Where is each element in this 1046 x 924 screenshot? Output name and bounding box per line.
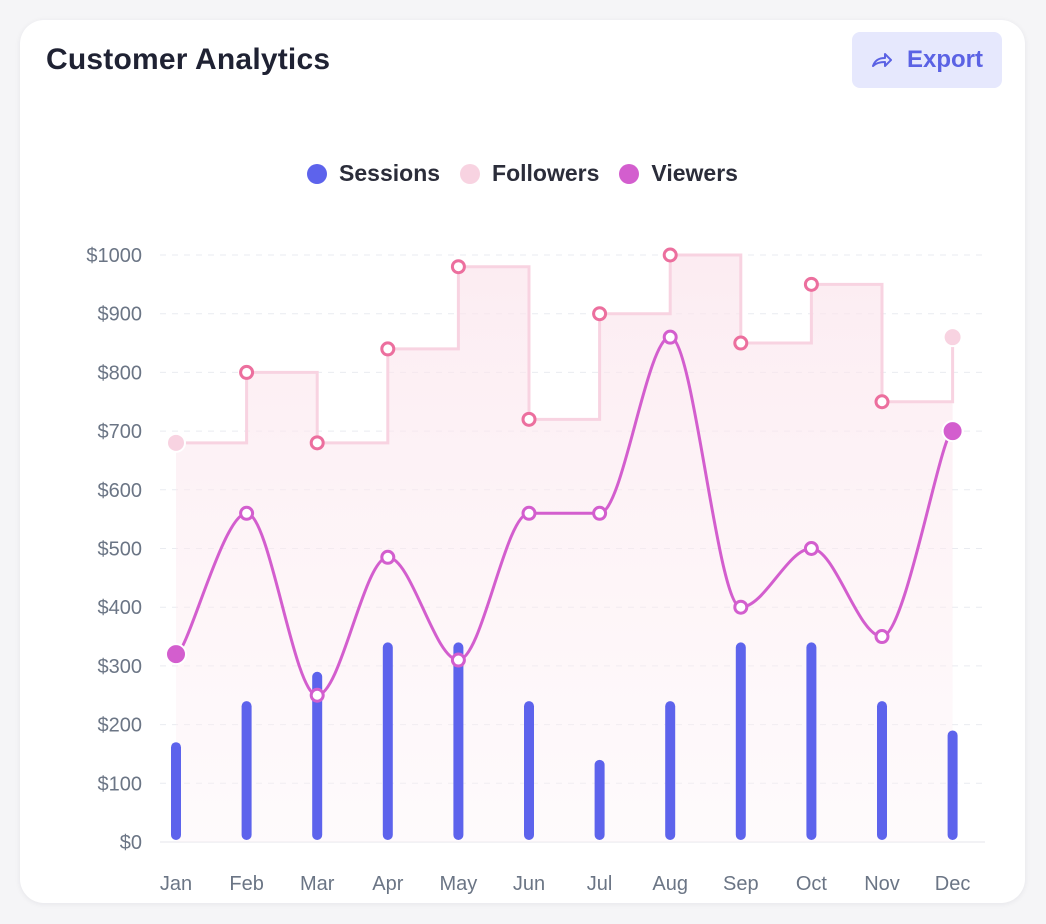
x-tick-label: Aug	[652, 873, 688, 895]
viewers-point	[941, 420, 964, 443]
export-button[interactable]: Export	[852, 32, 1002, 88]
viewers-point	[309, 687, 325, 703]
viewers-point	[592, 505, 608, 521]
y-tick-label: $300	[98, 656, 143, 678]
legend-label-viewers: Viewers	[651, 160, 738, 186]
sessions-bar	[171, 742, 181, 840]
x-tick-label: Feb	[229, 873, 263, 895]
sessions-bar	[735, 642, 746, 840]
viewers-line	[175, 335, 955, 697]
x-tick-label: Jul	[587, 873, 613, 895]
analytics-chart: $0 $100 $200 $300 $400 $500 $600 $700 $800 $900 $1…	[86, 245, 985, 895]
viewers-point	[380, 549, 396, 565]
viewers-point	[662, 329, 678, 345]
legend-swatch-sessions	[307, 163, 328, 184]
followers-point	[380, 341, 396, 357]
y-tick-label: $500	[98, 539, 143, 561]
viewers-point	[450, 652, 466, 668]
x-tick-label: Dec	[935, 873, 971, 895]
x-tick-label: May	[440, 873, 478, 895]
x-tick-label: Jun	[513, 873, 545, 895]
viewers-point	[803, 541, 819, 556]
y-tick-label: $700	[98, 421, 143, 443]
followers-point	[239, 364, 255, 380]
y-tick-label: $100	[98, 773, 143, 795]
followers-point	[942, 327, 963, 348]
analytics-card: Customer Analytics Export Sessions Follo…	[20, 20, 1025, 903]
card-title: Customer Analytics	[46, 43, 331, 76]
viewers-point	[521, 505, 537, 521]
x-tick-label: Mar	[300, 873, 335, 895]
followers-point	[592, 306, 608, 322]
y-tick-label: $400	[98, 597, 143, 619]
viewers-markers	[165, 329, 964, 703]
y-axis-labels: $0 $100 $200 $300 $400 $500 $600 $700 $800 $900 $1…	[86, 245, 142, 854]
y-tick-label: $0	[120, 832, 142, 854]
export-label: Export	[906, 46, 983, 73]
followers-point	[733, 335, 749, 351]
followers-markers	[166, 247, 963, 453]
x-axis-labels: Jan Feb Mar Apr May Jun Jul Aug Sep Oct Nov Dec	[160, 873, 971, 895]
followers-line	[176, 253, 955, 445]
legend-item-sessions[interactable]: Sessions	[307, 160, 440, 187]
y-tick-label: $200	[98, 715, 143, 737]
sessions-bar	[312, 671, 323, 840]
sessions-bar	[382, 642, 393, 840]
legend-label-sessions: Sessions	[339, 160, 441, 186]
x-tick-label: Jan	[160, 873, 192, 895]
chart-legend: Sessions Followers Viewers	[20, 160, 1025, 187]
followers-point	[166, 432, 186, 453]
y-tick-label: $900	[98, 304, 143, 326]
followers-point	[450, 259, 466, 275]
legend-label-followers: Followers	[492, 160, 600, 186]
sessions-bar	[453, 642, 464, 840]
followers-point	[803, 276, 819, 292]
viewers-point	[733, 599, 749, 615]
legend-item-viewers[interactable]: Viewers	[619, 160, 738, 187]
x-tick-label: Sep	[723, 873, 759, 895]
sessions-bar	[806, 642, 817, 840]
y-tick-label: $800	[98, 362, 143, 384]
share-arrow-icon	[871, 53, 892, 67]
legend-swatch-followers	[460, 163, 481, 184]
sessions-bar	[877, 701, 887, 840]
viewers-point	[239, 505, 255, 521]
sessions-bar	[524, 701, 534, 840]
viewers-point	[165, 643, 187, 666]
sessions-bar	[947, 730, 958, 840]
followers-point	[521, 411, 537, 427]
legend-item-followers[interactable]: Followers	[460, 160, 599, 187]
followers-point	[309, 435, 325, 451]
y-tick-label: $600	[98, 480, 143, 502]
legend-swatch-viewers	[619, 163, 640, 184]
followers-point	[662, 247, 678, 263]
y-tick-label: $1000	[86, 245, 142, 267]
x-tick-label: Apr	[372, 873, 403, 895]
viewers-point	[874, 629, 890, 645]
sessions-bar	[241, 701, 252, 840]
followers-point	[874, 394, 890, 410]
x-tick-label: Oct	[796, 873, 828, 895]
followers-area	[176, 255, 953, 842]
sessions-bars	[171, 642, 958, 840]
sessions-bar	[665, 701, 676, 840]
sessions-bar	[594, 759, 605, 840]
x-tick-label: Nov	[864, 873, 900, 895]
